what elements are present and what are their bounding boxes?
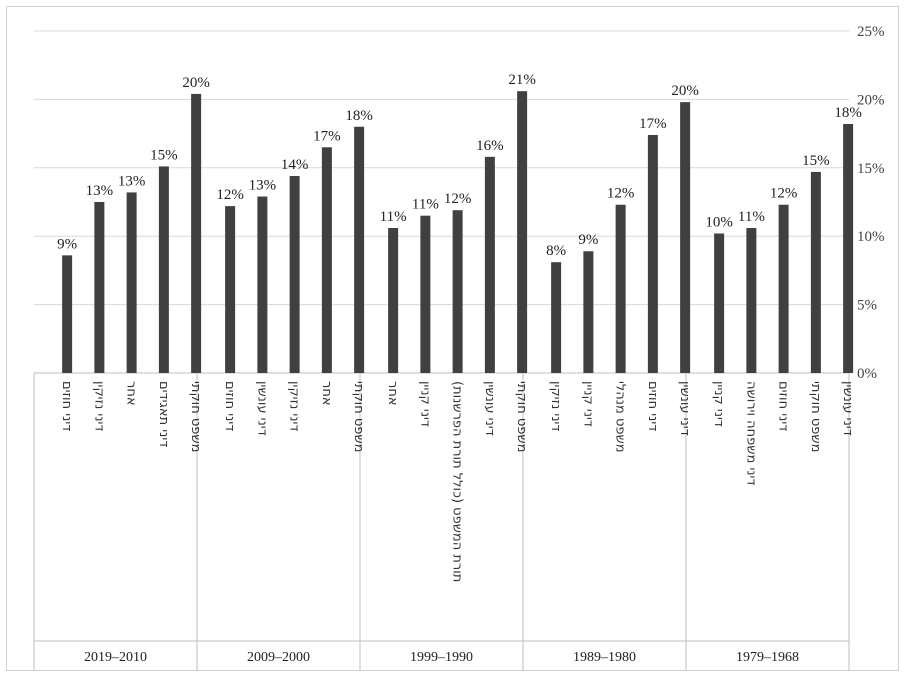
bar [615,204,626,373]
category-label: משפט חוקתי [351,381,366,452]
data-label: 12% [216,187,244,203]
bar [289,176,300,373]
group-labels: 2019–2010 2009–2000 1999–1990 1989–1980 1979… [84,650,799,665]
data-label: 20% [671,83,699,99]
bar [94,202,105,373]
y-tick-label: 25% [857,24,885,40]
bar [843,124,854,373]
data-label: 20% [182,75,210,91]
data-label: 12% [770,186,798,202]
bar [484,156,495,373]
group-label: 2009–2000 [247,650,310,665]
category-label: משפט חוקתי [514,381,529,452]
category-label: דיני חוזים [59,381,74,431]
category-label: דיני קניין [711,381,726,427]
category-label: משפט חוקתי [808,381,823,452]
data-label: 9% [578,232,598,248]
bar [551,262,562,373]
category-label: דיני נזיקין [91,381,106,432]
data-label: 13% [86,183,114,199]
category-label: דיני חוזים [222,381,237,431]
bar [647,134,658,373]
bar [126,192,137,373]
category-label: דיני עונשין [482,381,497,436]
data-label: 11% [738,209,765,225]
category-label: דיני חוזים [645,381,660,431]
category-label: דיני קניין [580,381,595,427]
category-label: דיני עונשין [677,381,692,436]
group-label: 1999–1990 [410,650,473,665]
data-label: 13% [118,173,146,189]
category-label: אחר [124,381,139,406]
data-label: 8% [546,243,566,259]
chart-frame: 0% 5% 10% 15% 20% 25% 9% 13% 13% 15% 20% 12% 13% 14%… [6,6,899,671]
data-label: 12% [444,191,472,207]
category-label: דיני משפחה וירושה [743,381,758,486]
category-label: משפט חוקתי [188,381,203,452]
gridlines [34,30,849,306]
group-label: 1989–1980 [573,650,636,665]
bar [354,126,365,373]
category-label: אחר [319,381,334,406]
bar [452,210,463,373]
data-label: 11% [412,197,439,213]
data-labels: 9%13%13%15%20%12%13%14%17%18%11%11% 12%16… [57,72,862,259]
bar [714,233,725,373]
data-label: 18% [834,105,862,121]
y-tick-label: 0% [857,366,877,382]
bar [388,227,399,373]
category-label: דיני קניין [417,381,432,427]
data-label: 13% [249,178,277,194]
data-label: 9% [57,236,77,252]
category-label: דיני נזיקין [548,381,563,432]
data-label: 12% [607,186,635,202]
data-label: 14% [281,157,309,173]
category-label: דיני עונשין [254,381,269,436]
data-label: 16% [476,138,504,154]
bar [583,251,594,373]
category-label: משפט מנהלי [613,381,628,453]
bar [778,204,789,373]
bar-chart: 0%5%10%15%20%25% 9%13%13%15%20%12%13%14%… [33,24,885,671]
category-label: דיני עונשין [840,381,855,436]
data-label: 10% [705,214,733,230]
bar [517,91,528,373]
group-label: 2019–2010 [84,650,147,665]
bar [225,206,236,373]
category-label: דיני תאגידים [156,381,171,447]
bars [62,91,854,374]
data-label: 18% [345,108,373,124]
category-label: דיני חוזים [776,381,791,431]
data-label: 17% [313,128,341,144]
data-label: 17% [639,116,667,132]
y-tick-label: 5% [857,298,877,314]
bar [680,102,691,374]
y-tick-label: 15% [857,161,885,177]
category-label: אחר [385,381,400,406]
data-label: 21% [508,72,536,88]
data-label: 11% [380,209,407,225]
category-label: דיני נזיקין [287,381,302,432]
y-axis: 0% 5% 10% 15% 20% 25% [33,24,885,671]
bar [321,147,332,373]
bar [158,166,169,373]
group-label: 1979–1968 [736,650,799,665]
y-tick-label: 10% [857,229,885,245]
bar [420,215,431,373]
bar [191,93,202,373]
category-labels: דיני חוזים דיני נזיקין אחר דיני תאגידים משפט… [59,381,855,582]
data-label: 15% [150,147,178,163]
bar [62,255,73,373]
bar [746,227,757,373]
data-label: 15% [802,153,830,169]
bar [810,171,821,373]
category-label: תורת המשפט (כולל תורת הפרשנות) [450,381,465,582]
y-tick-label: 20% [857,92,885,108]
bar [257,196,268,373]
